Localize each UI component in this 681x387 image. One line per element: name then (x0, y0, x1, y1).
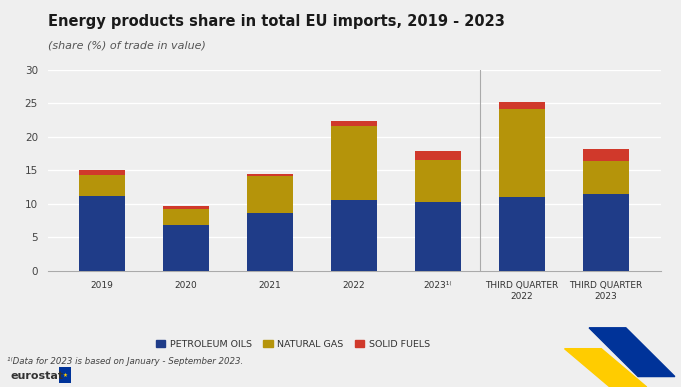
Text: (share (%) of trade in value): (share (%) of trade in value) (48, 41, 206, 51)
Bar (247, 212, 294, 271)
Bar (583, 161, 629, 194)
Bar (79, 197, 125, 271)
Bar (331, 200, 377, 271)
Bar (415, 202, 461, 271)
Bar (163, 224, 209, 271)
Bar (247, 176, 294, 212)
Bar (331, 121, 377, 126)
Text: Energy products share in total EU imports, 2019 - 2023: Energy products share in total EU import… (48, 14, 505, 29)
Bar (499, 109, 545, 197)
Bar (247, 174, 294, 176)
Bar (163, 209, 209, 224)
Bar (415, 151, 461, 159)
Bar (79, 170, 125, 175)
Bar (415, 159, 461, 202)
Text: ¹⁽Data for 2023 is based on January - September 2023.: ¹⁽Data for 2023 is based on January - Se… (7, 357, 243, 366)
Legend: PETROLEUM OILS, NATURAL GAS, SOLID FUELS: PETROLEUM OILS, NATURAL GAS, SOLID FUELS (152, 336, 434, 353)
Text: ★: ★ (63, 373, 67, 377)
Bar (79, 175, 125, 197)
Polygon shape (565, 349, 647, 387)
Text: eurostat: eurostat (10, 371, 63, 381)
Bar (583, 194, 629, 271)
Bar (499, 102, 545, 109)
Bar (331, 126, 377, 200)
Bar (499, 197, 545, 271)
Bar (163, 206, 209, 209)
Bar (583, 149, 629, 161)
Polygon shape (589, 328, 675, 377)
